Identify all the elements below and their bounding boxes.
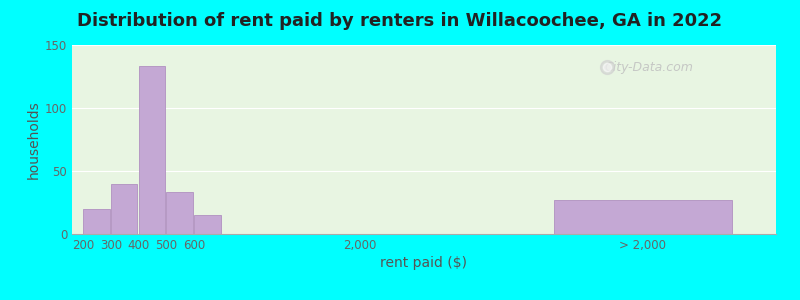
Bar bbox=[166, 192, 193, 234]
Text: City-Data.com: City-Data.com bbox=[605, 61, 694, 74]
Y-axis label: households: households bbox=[26, 100, 41, 179]
Bar bbox=[554, 200, 732, 234]
Bar bbox=[138, 66, 165, 234]
Bar bbox=[83, 209, 110, 234]
Bar bbox=[194, 215, 221, 234]
Bar bbox=[111, 184, 138, 234]
Text: Distribution of rent paid by renters in Willacoochee, GA in 2022: Distribution of rent paid by renters in … bbox=[78, 12, 722, 30]
X-axis label: rent paid ($): rent paid ($) bbox=[381, 256, 467, 270]
